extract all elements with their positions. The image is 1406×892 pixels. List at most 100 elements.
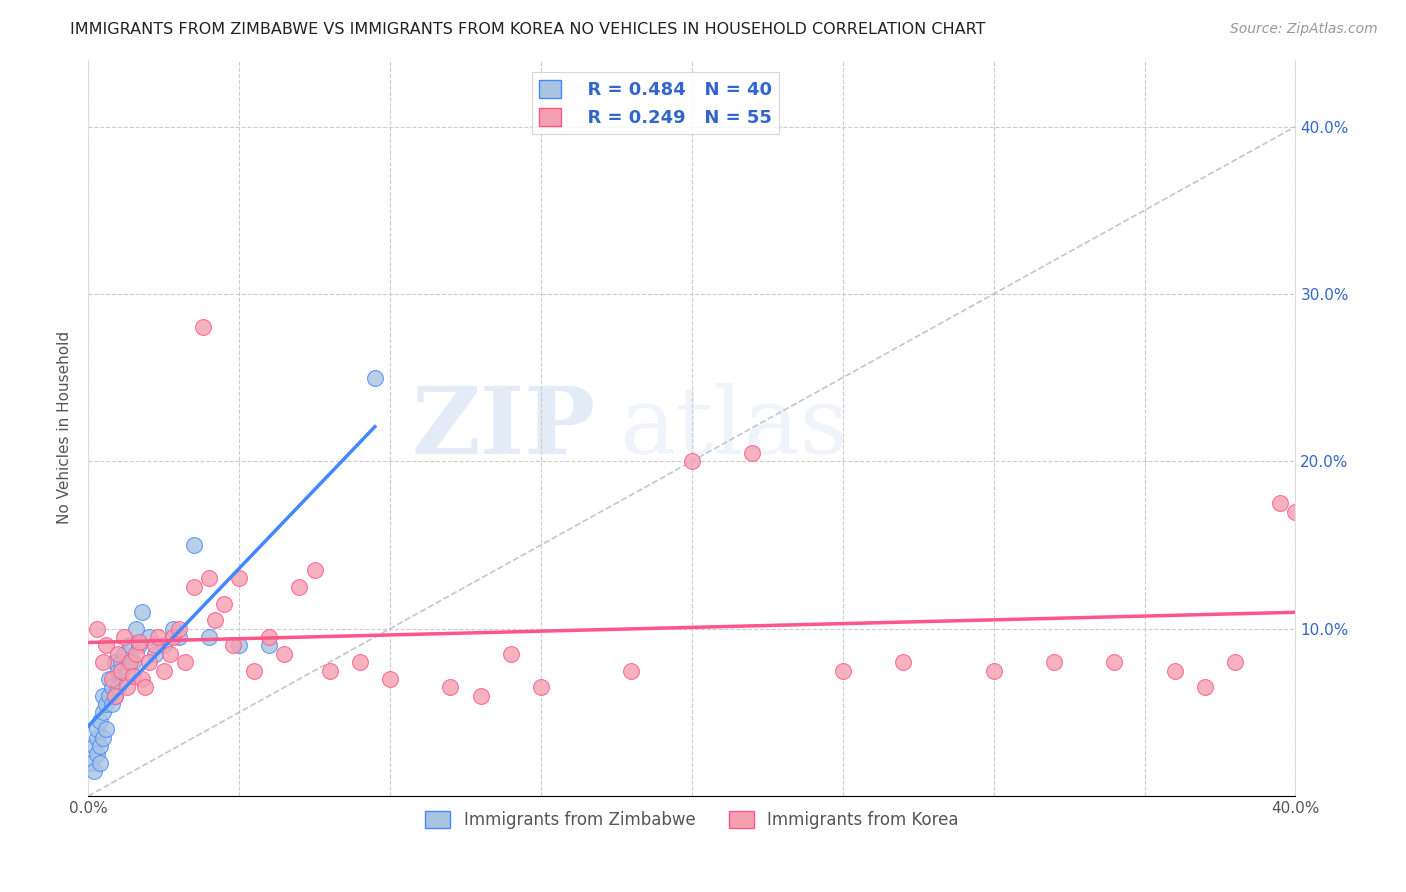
Point [131, 605, 153, 619]
Point [349, 655, 371, 669]
Point [104, 689, 127, 703]
Point [146, 630, 169, 644]
Point [89, 714, 111, 728]
Point [143, 639, 166, 653]
Point [162, 622, 184, 636]
Point [91, 655, 114, 669]
Point [86, 722, 108, 736]
Point [122, 668, 145, 682]
Point [112, 630, 135, 644]
Point [167, 622, 190, 636]
Point [86, 731, 108, 745]
Point [101, 672, 124, 686]
Point [228, 639, 250, 653]
Point [318, 664, 340, 678]
Point [257, 630, 280, 644]
Point [364, 370, 387, 384]
Point [183, 580, 205, 594]
Point [86, 747, 108, 762]
Point [257, 639, 280, 653]
Point [304, 563, 326, 577]
Legend: Immigrants from Zimbabwe, Immigrants from Korea: Immigrants from Zimbabwe, Immigrants fro… [419, 804, 965, 836]
Point [191, 320, 214, 334]
Point [138, 630, 160, 644]
Point [1194, 681, 1216, 695]
Point [243, 664, 266, 678]
Point [80, 756, 103, 770]
Point [1223, 655, 1246, 669]
Point [125, 622, 148, 636]
Point [167, 630, 190, 644]
Point [1270, 496, 1292, 510]
Point [288, 580, 311, 594]
Point [162, 630, 184, 644]
Text: ZIP: ZIP [411, 383, 595, 473]
Point [183, 538, 205, 552]
Point [83, 739, 105, 753]
Point [98, 689, 121, 703]
Point [112, 647, 135, 661]
Point [198, 572, 221, 586]
Point [983, 664, 1005, 678]
Point [470, 689, 492, 703]
Point [143, 647, 166, 661]
Point [152, 664, 174, 678]
Point [104, 689, 127, 703]
Point [110, 664, 132, 678]
Point [204, 613, 226, 627]
Point [128, 639, 150, 653]
Point [198, 630, 221, 644]
Point [96, 697, 118, 711]
Text: Source: ZipAtlas.com: Source: ZipAtlas.com [1230, 22, 1378, 37]
Point [91, 706, 114, 720]
Point [134, 681, 156, 695]
Point [122, 655, 145, 669]
Point [831, 664, 853, 678]
Point [89, 756, 111, 770]
Text: atlas: atlas [620, 383, 849, 473]
Point [128, 635, 150, 649]
Point [228, 572, 250, 586]
Point [1284, 504, 1306, 518]
Point [89, 739, 111, 753]
Point [741, 446, 763, 460]
Point [96, 639, 118, 653]
Point [273, 647, 295, 661]
Point [107, 681, 129, 695]
Point [1104, 655, 1126, 669]
Point [117, 681, 139, 695]
Point [101, 681, 124, 695]
Point [110, 655, 132, 669]
Text: IMMIGRANTS FROM ZIMBABWE VS IMMIGRANTS FROM KOREA NO VEHICLES IN HOUSEHOLD CORRE: IMMIGRANTS FROM ZIMBABWE VS IMMIGRANTS F… [70, 22, 986, 37]
Point [378, 672, 401, 686]
Point [120, 639, 142, 653]
Point [173, 655, 195, 669]
Point [104, 655, 127, 669]
Point [891, 655, 914, 669]
Point [86, 622, 108, 636]
Point [117, 664, 139, 678]
Point [83, 764, 105, 778]
Point [152, 639, 174, 653]
Point [1164, 664, 1187, 678]
Point [222, 639, 245, 653]
Point [1043, 655, 1066, 669]
Point [530, 681, 553, 695]
Point [91, 689, 114, 703]
Point [120, 655, 142, 669]
Point [681, 454, 703, 468]
Point [212, 597, 235, 611]
Point [96, 722, 118, 736]
Point [131, 672, 153, 686]
Point [138, 655, 160, 669]
Y-axis label: No Vehicles in Household: No Vehicles in Household [58, 331, 72, 524]
Point [91, 731, 114, 745]
Point [439, 681, 461, 695]
Point [125, 647, 148, 661]
Point [499, 647, 522, 661]
Point [107, 647, 129, 661]
Point [159, 647, 181, 661]
Point [107, 664, 129, 678]
Point [101, 697, 124, 711]
Point [620, 664, 643, 678]
